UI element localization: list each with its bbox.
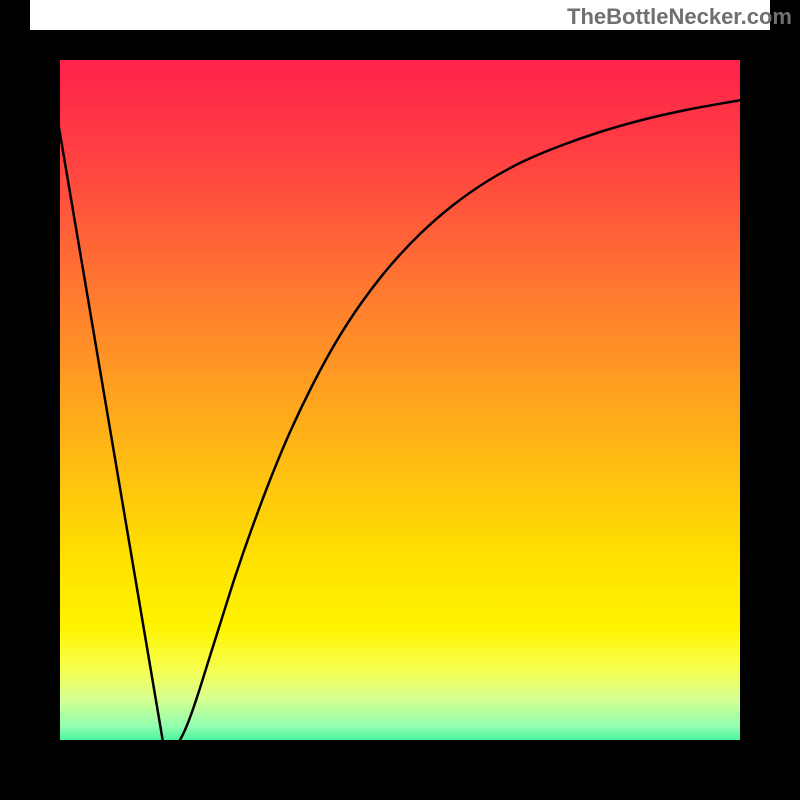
watermark-text: TheBottleNecker.com (567, 4, 792, 30)
outer-black (770, 0, 800, 800)
outer-black (0, 770, 800, 800)
bottleneck-chart (0, 0, 800, 800)
plot-background (45, 45, 755, 755)
outer-black (0, 0, 30, 800)
chart-container: TheBottleNecker.com (0, 0, 800, 800)
